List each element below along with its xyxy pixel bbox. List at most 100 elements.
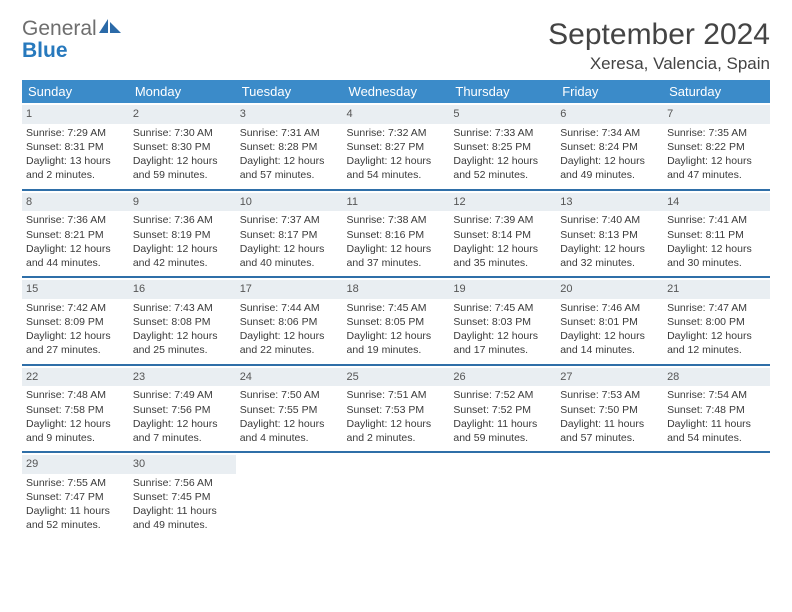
daylight-line: Daylight: 12 hours and 42 minutes.: [133, 242, 232, 270]
weekday-header: Tuesday: [236, 80, 343, 103]
weekday-header: Friday: [556, 80, 663, 103]
daylight-line: Daylight: 12 hours and 14 minutes.: [560, 329, 659, 357]
day-details: Sunrise: 7:33 AMSunset: 8:25 PMDaylight:…: [453, 126, 552, 183]
day-details: Sunrise: 7:53 AMSunset: 7:50 PMDaylight:…: [560, 388, 659, 445]
sunset-line: Sunset: 8:06 PM: [240, 315, 339, 329]
calendar-day-cell: 16Sunrise: 7:43 AMSunset: 8:08 PMDayligh…: [129, 277, 236, 365]
sunset-line: Sunset: 8:03 PM: [453, 315, 552, 329]
sunset-line: Sunset: 8:24 PM: [560, 140, 659, 154]
calendar-day-cell: 26Sunrise: 7:52 AMSunset: 7:52 PMDayligh…: [449, 365, 556, 453]
day-number: 14: [663, 193, 770, 212]
day-number: 4: [343, 105, 450, 124]
location-label: Xeresa, Valencia, Spain: [548, 54, 770, 74]
logo-word-2: Blue: [22, 39, 68, 62]
sunrise-line: Sunrise: 7:37 AM: [240, 213, 339, 227]
sunset-line: Sunset: 8:27 PM: [347, 140, 446, 154]
day-number: 30: [129, 455, 236, 474]
calendar-day-cell: 23Sunrise: 7:49 AMSunset: 7:56 PMDayligh…: [129, 365, 236, 453]
sunset-line: Sunset: 7:58 PM: [26, 403, 125, 417]
sunrise-line: Sunrise: 7:48 AM: [26, 388, 125, 402]
day-number: 1: [22, 105, 129, 124]
sunset-line: Sunset: 7:48 PM: [667, 403, 766, 417]
daylight-line: Daylight: 12 hours and 59 minutes.: [133, 154, 232, 182]
daylight-line: Daylight: 12 hours and 49 minutes.: [560, 154, 659, 182]
sunrise-line: Sunrise: 7:34 AM: [560, 126, 659, 140]
calendar-day-cell: 19 Sunrise: 7:45 AMSunset: 8:03 PMDayligh…: [449, 277, 556, 365]
sunrise-line: Sunrise: 7:50 AM: [240, 388, 339, 402]
calendar-day-cell: 15Sunrise: 7:42 AMSunset: 8:09 PMDayligh…: [22, 277, 129, 365]
weekday-header: Thursday: [449, 80, 556, 103]
sunrise-line: Sunrise: 7:53 AM: [560, 388, 659, 402]
sunset-line: Sunset: 8:13 PM: [560, 228, 659, 242]
day-details: Sunrise: 7:46 AMSunset: 8:01 PMDaylight:…: [560, 301, 659, 358]
day-details: Sunrise: 7:35 AMSunset: 8:22 PMDaylight:…: [667, 126, 766, 183]
calendar-day-cell: 22Sunrise: 7:48 AMSunset: 7:58 PMDayligh…: [22, 365, 129, 453]
sunset-line: Sunset: 8:00 PM: [667, 315, 766, 329]
day-details: Sunrise: 7:34 AMSunset: 8:24 PMDaylight:…: [560, 126, 659, 183]
sunset-line: Sunset: 8:16 PM: [347, 228, 446, 242]
day-number: 28: [663, 368, 770, 387]
calendar-day-cell: 24Sunrise: 7:50 AMSunset: 7:55 PMDayligh…: [236, 365, 343, 453]
day-details: Sunrise: 7:29 AMSunset: 8:31 PMDaylight:…: [26, 126, 125, 183]
day-number: 5: [449, 105, 556, 124]
calendar-day-cell: 4Sunrise: 7:32 AMSunset: 8:27 PMDaylight…: [343, 103, 450, 190]
calendar-day-cell: 9Sunrise: 7:36 AMSunset: 8:19 PMDaylight…: [129, 190, 236, 278]
sunrise-line: Sunrise: 7:52 AM: [453, 388, 552, 402]
day-details: Sunrise: 7:30 AMSunset: 8:30 PMDaylight:…: [133, 126, 232, 183]
sunrise-line: Sunrise: 7:45 AM: [453, 301, 552, 315]
day-number: 26: [449, 368, 556, 387]
day-number: 3: [236, 105, 343, 124]
calendar-day-cell: 11Sunrise: 7:38 AMSunset: 8:16 PMDayligh…: [343, 190, 450, 278]
day-number: 7: [663, 105, 770, 124]
sunrise-line: Sunrise: 7:38 AM: [347, 213, 446, 227]
sunrise-line: Sunrise: 7:41 AM: [667, 213, 766, 227]
sunset-line: Sunset: 8:19 PM: [133, 228, 232, 242]
daylight-line: Daylight: 12 hours and 7 minutes.: [133, 417, 232, 445]
sunset-line: Sunset: 7:52 PM: [453, 403, 552, 417]
sunrise-line: Sunrise: 7:42 AM: [26, 301, 125, 315]
day-details: Sunrise: 7:50 AMSunset: 7:55 PMDaylight:…: [240, 388, 339, 445]
sunrise-line: Sunrise: 7:51 AM: [347, 388, 446, 402]
sunrise-line: Sunrise: 7:30 AM: [133, 126, 232, 140]
day-number: 25: [343, 368, 450, 387]
sunset-line: Sunset: 8:08 PM: [133, 315, 232, 329]
day-number: 19: [449, 280, 556, 299]
daylight-line: Daylight: 11 hours and 59 minutes.: [453, 417, 552, 445]
daylight-line: Daylight: 12 hours and 52 minutes.: [453, 154, 552, 182]
sunset-line: Sunset: 8:05 PM: [347, 315, 446, 329]
day-number: 8: [22, 193, 129, 212]
calendar-day-cell: 21Sunrise: 7:47 AMSunset: 8:00 PMDayligh…: [663, 277, 770, 365]
sunrise-line: Sunrise: 7:56 AM: [133, 476, 232, 490]
daylight-line: Daylight: 11 hours and 54 minutes.: [667, 417, 766, 445]
day-details: Sunrise: 7:38 AMSunset: 8:16 PMDaylight:…: [347, 213, 446, 270]
daylight-line: Daylight: 12 hours and 4 minutes.: [240, 417, 339, 445]
daylight-line: Daylight: 12 hours and 17 minutes.: [453, 329, 552, 357]
day-details: Sunrise: 7:43 AMSunset: 8:08 PMDaylight:…: [133, 301, 232, 358]
daylight-line: Daylight: 12 hours and 40 minutes.: [240, 242, 339, 270]
sunrise-line: Sunrise: 7:49 AM: [133, 388, 232, 402]
sunset-line: Sunset: 8:21 PM: [26, 228, 125, 242]
calendar-day-cell: 8Sunrise: 7:36 AMSunset: 8:21 PMDaylight…: [22, 190, 129, 278]
daylight-line: Daylight: 12 hours and 35 minutes.: [453, 242, 552, 270]
sunset-line: Sunset: 8:17 PM: [240, 228, 339, 242]
sunrise-line: Sunrise: 7:55 AM: [26, 476, 125, 490]
day-details: Sunrise: 7:51 AMSunset: 7:53 PMDaylight:…: [347, 388, 446, 445]
sunrise-line: Sunrise: 7:43 AM: [133, 301, 232, 315]
calendar-week-row: 15Sunrise: 7:42 AMSunset: 8:09 PMDayligh…: [22, 277, 770, 365]
sunset-line: Sunset: 7:55 PM: [240, 403, 339, 417]
sunset-line: Sunset: 7:45 PM: [133, 490, 232, 504]
header: General Blue September 2024 Xeresa, Vale…: [22, 18, 770, 74]
sunset-line: Sunset: 8:22 PM: [667, 140, 766, 154]
sunrise-line: Sunrise: 7:47 AM: [667, 301, 766, 315]
day-number: 13: [556, 193, 663, 212]
logo: General Blue: [22, 18, 121, 62]
calendar-day-cell: .: [663, 452, 770, 539]
logo-sail-icon: [99, 19, 121, 33]
daylight-line: Daylight: 12 hours and 25 minutes.: [133, 329, 232, 357]
day-details: Sunrise: 7:48 AMSunset: 7:58 PMDaylight:…: [26, 388, 125, 445]
calendar-day-cell: 30Sunrise: 7:56 AMSunset: 7:45 PMDayligh…: [129, 452, 236, 539]
sunset-line: Sunset: 8:25 PM: [453, 140, 552, 154]
calendar-day-cell: 20Sunrise: 7:46 AMSunset: 8:01 PMDayligh…: [556, 277, 663, 365]
calendar-day-cell: .: [449, 452, 556, 539]
calendar-day-cell: 1 Sunrise: 7:29 AMSunset: 8:31 PMDaylight…: [22, 103, 129, 190]
